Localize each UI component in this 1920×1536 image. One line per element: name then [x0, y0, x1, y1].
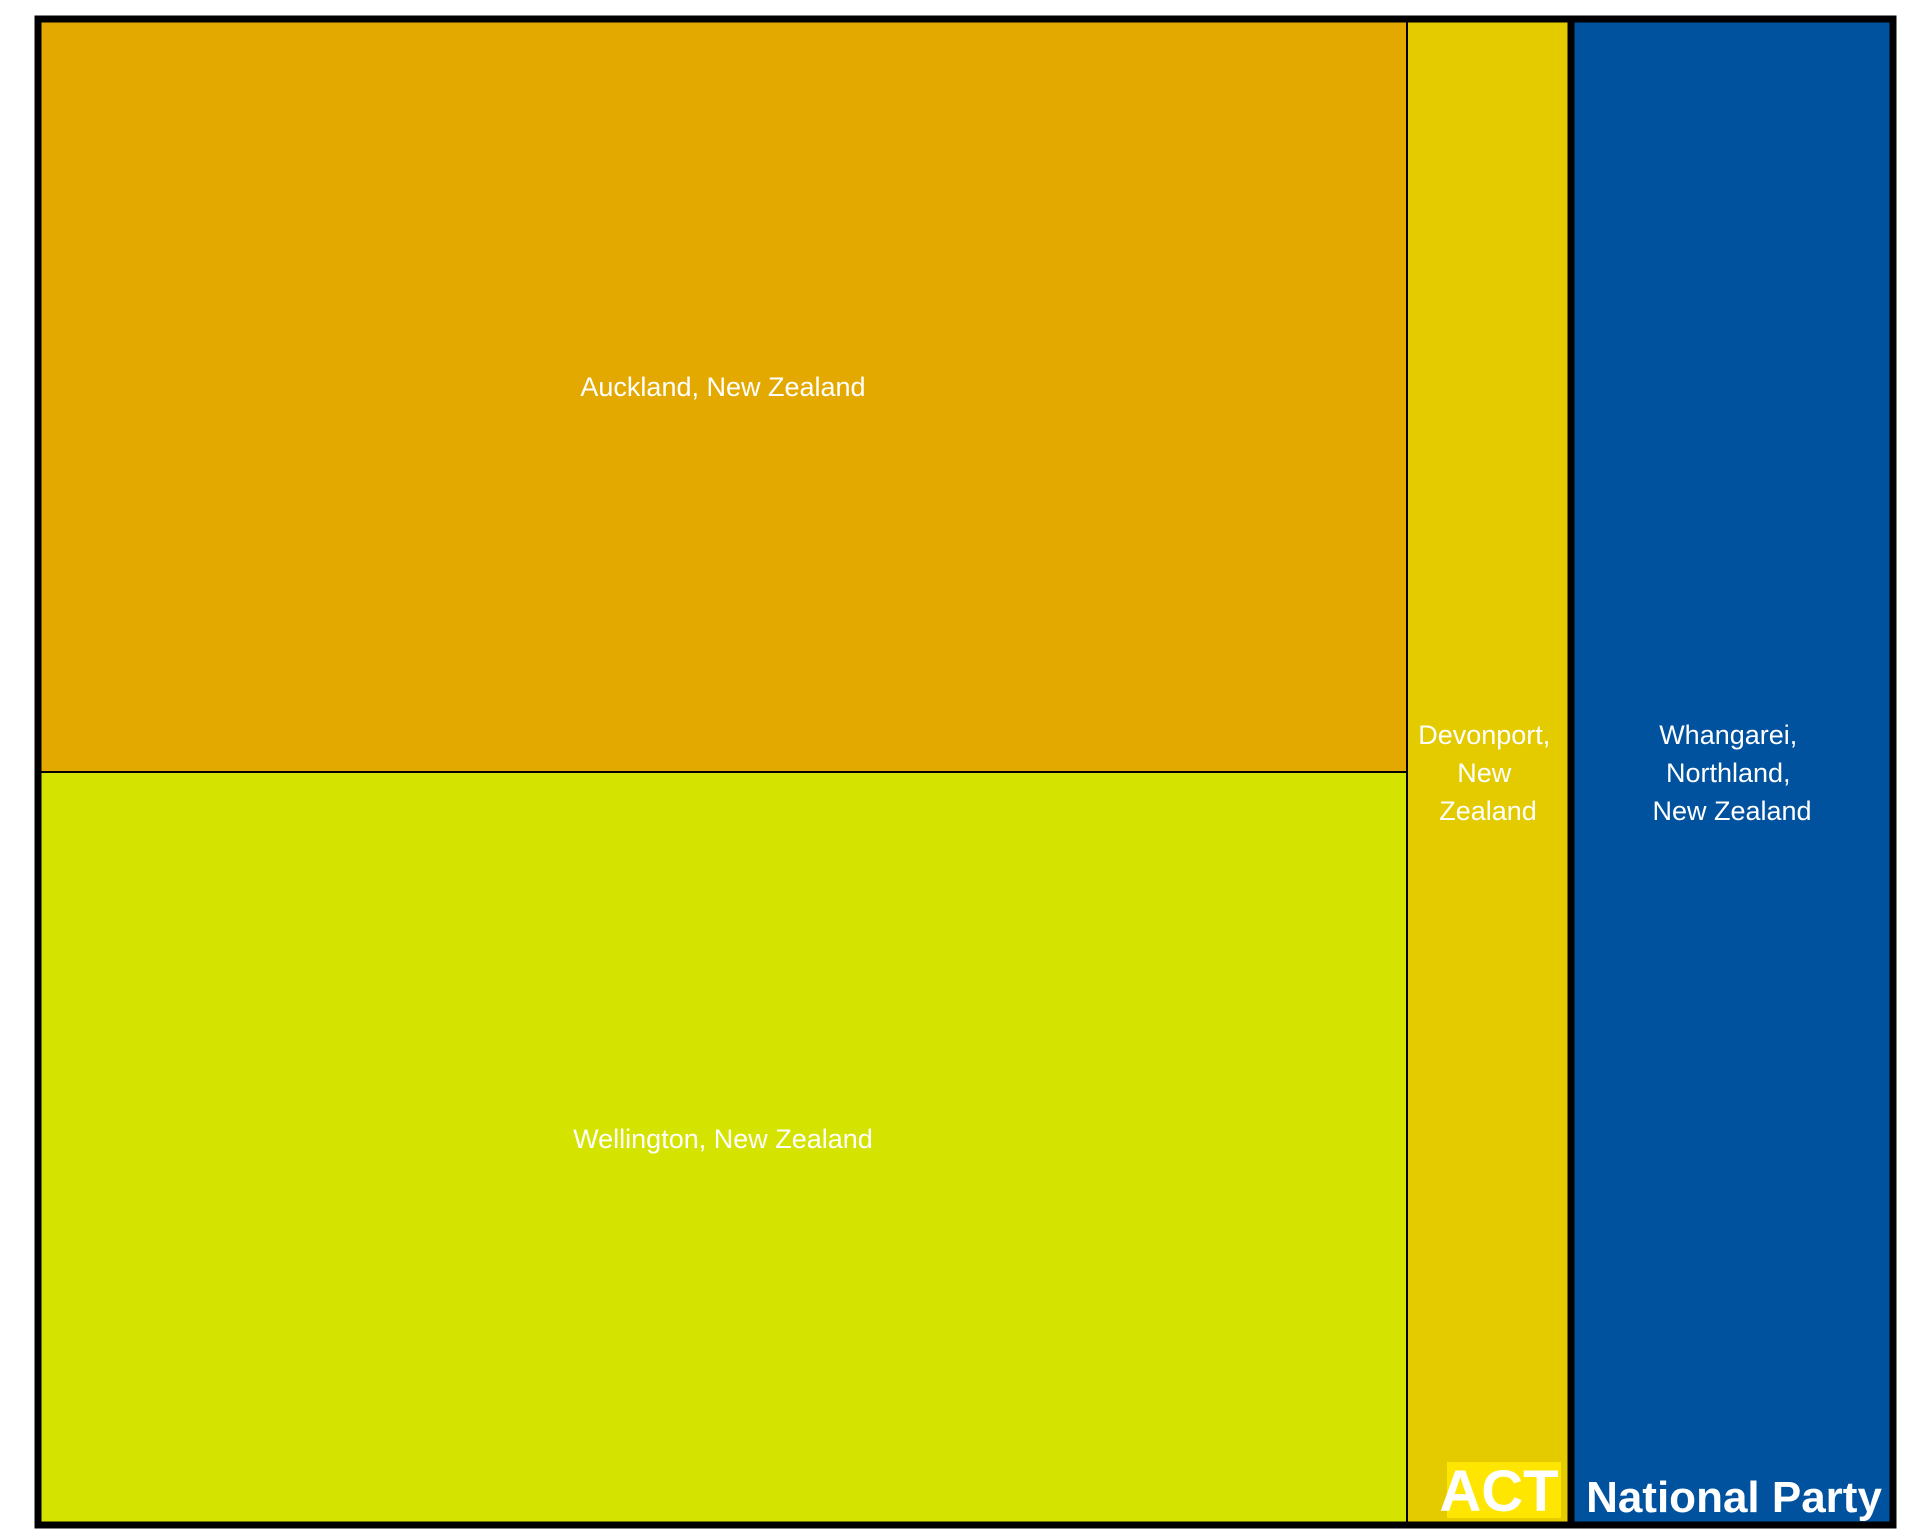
tile-wellington: Wellington, New Zealand: [38, 771, 1408, 1525]
tile-label-devonport: Devonport, New Zealand: [1418, 720, 1558, 826]
group-label-national-bg: [1584, 1474, 1884, 1520]
outer-border: [34, 15, 1897, 1529]
tile-rect-whangarei: [1571, 19, 1893, 1525]
tile-rect-wellington: [38, 771, 1408, 1525]
tile-auckland: Auckland, New Zealand: [38, 19, 1408, 773]
group-label-national-text: National Party: [1586, 1473, 1882, 1522]
tile-label-auckland: Auckland, New Zealand: [580, 372, 865, 402]
tile-label-whangarei: Whangarei, Northland, New Zealand: [1652, 720, 1811, 826]
tile-devonport: Devonport, New Zealand: [1406, 19, 1571, 1525]
group-label-act-text: ACT: [1439, 1459, 1558, 1524]
tile-whangarei: Whangarei, Northland, New Zealand: [1571, 19, 1893, 1525]
group-label-act: ACT: [1439, 1459, 1561, 1524]
group-label-act-bg: [1447, 1462, 1561, 1518]
group-label-national: National Party: [1584, 1473, 1884, 1522]
tile-label-wellington: Wellington, New Zealand: [573, 1124, 873, 1154]
tile-rect-auckland: [38, 19, 1408, 773]
